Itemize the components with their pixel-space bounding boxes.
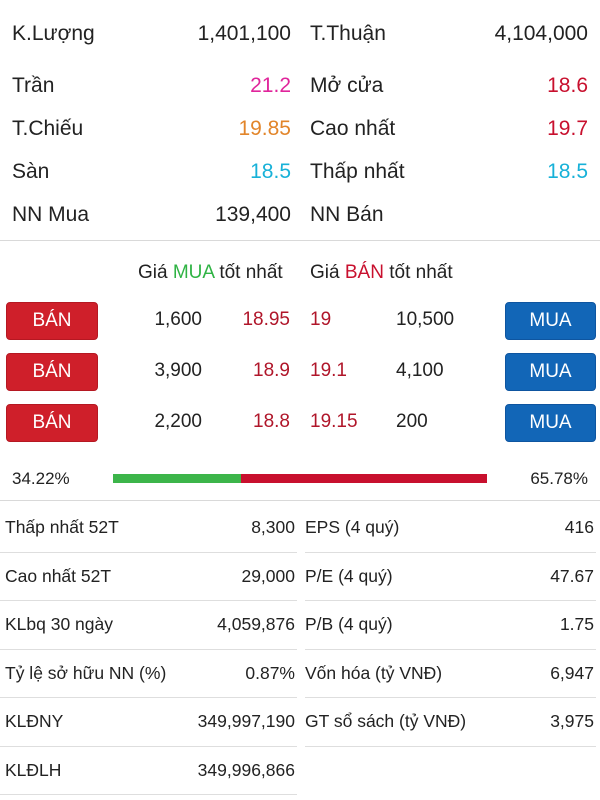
- stats-row: KLĐNY 349,997,190 GT sổ sách (tỷ VNĐ) 3,97…: [0, 698, 600, 747]
- orderbook-row: BÁN 2,200 18.8 19.15 200 MUA: [0, 404, 600, 442]
- orderbook-header: Giá MUA tốt nhất Giá BÁN tốt nhất: [0, 258, 600, 288]
- best-buy-header-suffix: tốt nhất: [219, 262, 283, 283]
- high-value: 19.7: [547, 116, 588, 140]
- sell-ratio-percent: 65.78%: [530, 469, 588, 488]
- summary-row: Sàn 18.5 Thấp nhất 18.5: [0, 150, 600, 193]
- stat-label: P/B (4 quý): [305, 614, 393, 635]
- stat-label: GT sổ sách (tỷ VNĐ): [305, 711, 467, 732]
- stat-value: 3,975: [550, 711, 594, 732]
- open-label: Mở cửa: [310, 73, 384, 97]
- buy-button[interactable]: MUA: [505, 404, 596, 442]
- stat-label: Vốn hóa (tỷ VNĐ): [305, 662, 443, 683]
- bid-volume: 3,900: [154, 360, 202, 381]
- stat-value: 47.67: [550, 565, 594, 586]
- divider: [0, 500, 600, 501]
- summary-row: NN Mua 139,400 NN Bán: [0, 193, 600, 236]
- divider: [0, 240, 600, 241]
- stat-value: 29,000: [241, 565, 295, 586]
- stat-label: Cao nhất 52T: [5, 565, 112, 586]
- volume-label: K.Lượng: [12, 21, 95, 45]
- orderbook-row: BÁN 3,900 18.9 19.1 4,100 MUA: [0, 353, 600, 391]
- sell-button[interactable]: BÁN: [6, 404, 98, 442]
- bid-price: 18.8: [253, 411, 290, 432]
- stat-label: KLĐLH: [5, 759, 62, 780]
- ask-volume: 200: [396, 411, 428, 432]
- buy-ratio-percent: 34.22%: [12, 469, 70, 488]
- stat-value: 416: [564, 517, 594, 538]
- bid-volume: 2,200: [154, 411, 202, 432]
- stats-row: Tỷ lệ sở hữu NN (%) 0.87% Vốn hóa (tỷ VNĐ…: [0, 650, 600, 698]
- foreign-sell-label: NN Bán: [310, 202, 384, 226]
- volume-value: 1,401,100: [197, 21, 291, 45]
- ask-price: 19.1: [310, 360, 347, 381]
- low-label: Thấp nhất: [310, 159, 405, 183]
- stat-label: Tỷ lệ sở hữu NN (%): [5, 662, 167, 683]
- ceiling-label: Trần: [12, 73, 55, 97]
- summary-row: T.Chiếu 19.85 Cao nhất 19.7: [0, 107, 600, 150]
- buy-ratio-fill: [113, 474, 241, 483]
- ask-price: 19: [310, 309, 332, 330]
- open-value: 18.6: [547, 73, 588, 97]
- stats-row: KLbq 30 ngày 4,059,876 P/B (4 quý) 1.75: [0, 601, 600, 650]
- stat-value: 8,300: [251, 517, 295, 538]
- summary-row: Trần 21.2 Mở cửa 18.6: [0, 64, 600, 107]
- sell-button[interactable]: BÁN: [6, 353, 98, 391]
- fundamentals-table: Thấp nhất 52T 8,300 EPS (4 quý) 416 Cao nh…: [0, 504, 600, 795]
- stats-row: Cao nhất 52T 29,000 P/E (4 quý) 47.67: [0, 553, 600, 601]
- reference-label: T.Chiếu: [12, 116, 84, 140]
- stat-label: Thấp nhất 52T: [5, 517, 119, 538]
- floor-label: Sàn: [12, 159, 50, 183]
- floor-value: 18.5: [250, 159, 291, 183]
- ask-price: 19.15: [310, 411, 358, 432]
- summary-row: K.Lượng 1,401,100 T.Thuận 4,104,000: [0, 12, 600, 55]
- best-buy-header-prefix: Giá: [138, 262, 168, 283]
- matched-volume-label: T.Thuận: [310, 21, 386, 45]
- price-summary: K.Lượng 1,401,100 T.Thuận 4,104,000 Trần 21…: [0, 0, 600, 236]
- buy-button[interactable]: MUA: [505, 302, 596, 340]
- sell-button[interactable]: BÁN: [6, 302, 98, 340]
- orderbook-row: BÁN 1,600 18.95 19 10,500 MUA: [0, 302, 600, 340]
- stats-row: KLĐLH 349,996,866: [0, 747, 600, 795]
- best-sell-header: Giá BÁN tốt nhất: [310, 262, 453, 284]
- stat-value: 1.75: [559, 614, 594, 635]
- buy-sell-ratio: 34.22% 65.78%: [0, 464, 600, 494]
- stat-value: 4,059,876: [217, 614, 295, 635]
- ask-volume: 10,500: [396, 309, 455, 330]
- buy-button[interactable]: MUA: [505, 353, 596, 391]
- stat-label: EPS (4 quý): [305, 517, 400, 538]
- best-sell-header-word: BÁN: [344, 262, 384, 283]
- bid-volume: 1,600: [154, 309, 202, 330]
- foreign-buy-label: NN Mua: [12, 202, 90, 226]
- low-value: 18.5: [547, 159, 588, 183]
- stat-label: KLĐNY: [5, 711, 64, 732]
- stat-label: P/E (4 quý): [305, 565, 393, 586]
- stat-value: 349,997,190: [197, 711, 295, 732]
- foreign-buy-value: 139,400: [215, 202, 291, 226]
- ratio-bar: [113, 474, 487, 483]
- stats-row: Thấp nhất 52T 8,300 EPS (4 quý) 416: [0, 504, 600, 553]
- sell-ratio-fill: [240, 474, 487, 483]
- bid-price: 18.95: [242, 309, 290, 330]
- best-sell-header-suffix: tốt nhất: [389, 262, 453, 283]
- stat-label: KLbq 30 ngày: [5, 614, 114, 635]
- ask-volume: 4,100: [396, 360, 444, 381]
- reference-value: 19.85: [238, 116, 291, 140]
- bid-price: 18.9: [253, 360, 290, 381]
- ceiling-value: 21.2: [250, 73, 291, 97]
- matched-volume-value: 4,104,000: [494, 21, 588, 45]
- stat-value: 6,947: [550, 662, 594, 683]
- stat-value: 349,996,866: [197, 759, 295, 780]
- stat-value: 0.87%: [245, 662, 295, 683]
- best-sell-header-prefix: Giá: [310, 262, 340, 283]
- high-label: Cao nhất: [310, 116, 396, 140]
- best-buy-header: Giá MUA tốt nhất: [138, 262, 283, 284]
- best-buy-header-word: MUA: [172, 262, 215, 283]
